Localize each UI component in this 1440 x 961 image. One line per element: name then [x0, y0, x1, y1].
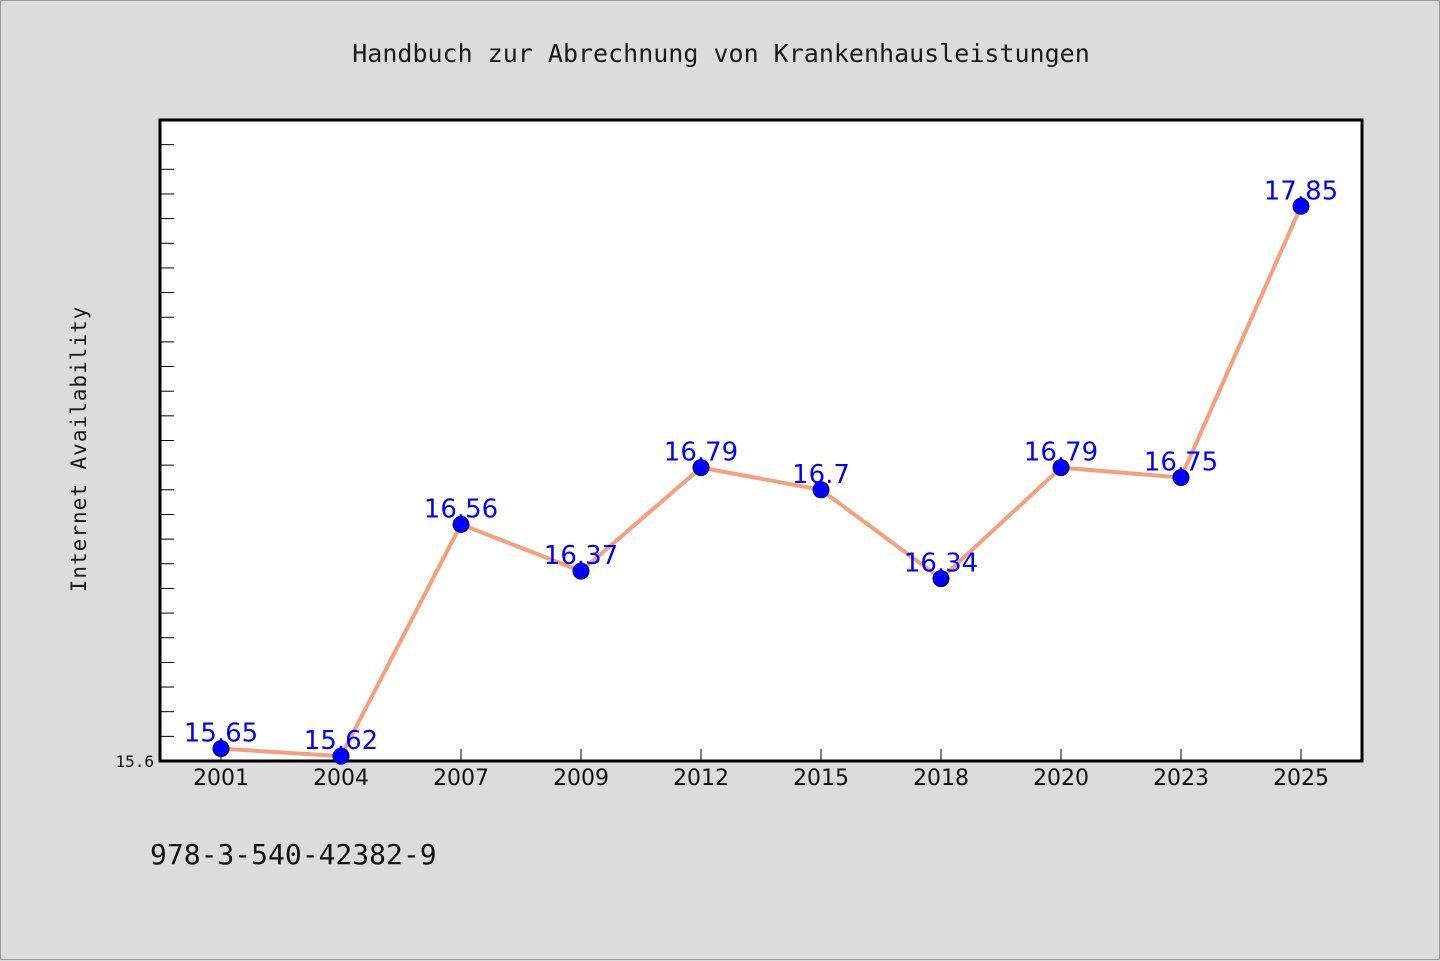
- data-point: [572, 562, 590, 580]
- x-tick-label: 2007: [433, 766, 489, 791]
- data-point: [692, 459, 710, 477]
- x-tick-label: 2020: [1033, 766, 1089, 791]
- data-label: 16.75: [1144, 447, 1218, 477]
- data-label: 17.85: [1264, 176, 1338, 206]
- data-point: [1172, 468, 1190, 486]
- x-tick-label: 2025: [1273, 766, 1329, 791]
- y-axis-ticks: 15.6: [115, 144, 174, 771]
- data-label: 15.65: [184, 719, 258, 749]
- series-line: [220, 205, 1303, 759]
- data-point: [812, 481, 830, 499]
- data-point: [932, 570, 950, 588]
- data-label: 15.62: [304, 726, 378, 756]
- data-point: [1292, 197, 1310, 215]
- isbn-footer: 978-3-540-42382-9: [150, 838, 437, 871]
- x-tick-label: 2012: [673, 766, 729, 791]
- chart-title: Handbuch zur Abrechnung von Krankenhausl…: [352, 39, 1090, 68]
- data-label: 16.34: [904, 549, 978, 579]
- y-axis-label: Internet Availability: [67, 306, 91, 593]
- x-tick-label: 2015: [793, 766, 849, 791]
- series-layer: 15.65 15.62 16.56 16.37 16.79 16.7 16.34 16.79 1…: [184, 176, 1338, 765]
- x-tick-label: 2009: [553, 766, 609, 791]
- data-label: 16.37: [544, 541, 618, 571]
- data-point: [332, 747, 350, 765]
- data-label: 16.56: [424, 494, 498, 524]
- data-point: [1052, 459, 1070, 477]
- data-point: [452, 515, 470, 533]
- data-label: 16.79: [664, 438, 738, 468]
- x-tick-label: 2023: [1153, 766, 1209, 791]
- data-label: 16.7: [792, 460, 850, 490]
- plot-area: [158, 118, 1364, 763]
- x-axis-ticks: 2001 2004 2007 2009 2012 2015 2018 2020 2023 2025: [193, 749, 1329, 791]
- x-tick-label: 2004: [313, 766, 369, 791]
- x-tick-label: 2018: [913, 766, 969, 791]
- data-point: [212, 740, 230, 758]
- x-tick-label: 2001: [193, 766, 249, 791]
- y-tick-label: 15.6: [115, 752, 154, 771]
- data-label: 16.79: [1024, 438, 1098, 468]
